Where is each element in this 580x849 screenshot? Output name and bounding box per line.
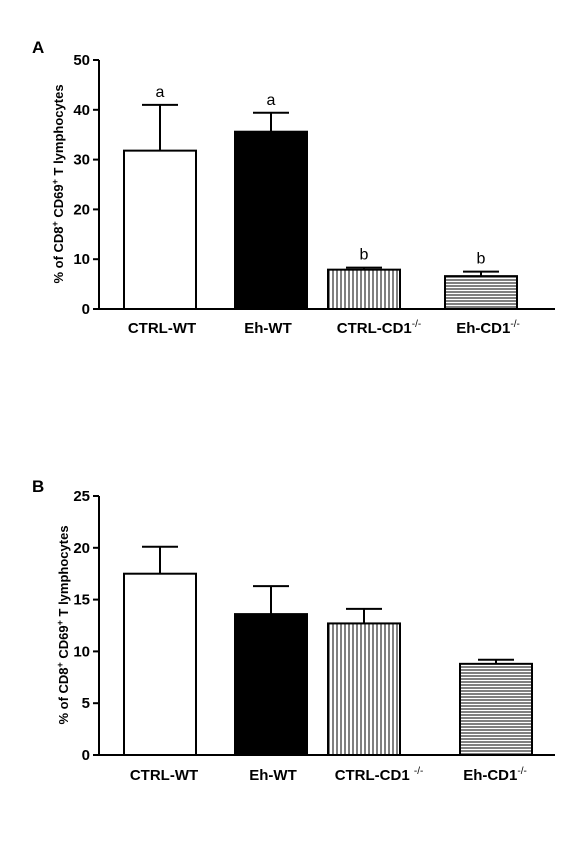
panel-a-bar-1 [234, 130, 308, 310]
panel-b-bar-3 [459, 662, 533, 756]
panel-b-bar-1 [234, 613, 308, 756]
panel-a-category-label: CTRL-WT [128, 320, 196, 337]
panel-a-category-label: Eh-WT [244, 320, 291, 337]
panel-a-significance-label: b [477, 251, 486, 268]
panel-a-y-tick-label: 30 [73, 152, 90, 169]
panel-a-significance-label: a [156, 84, 165, 101]
panel-a-category-label: CTRL-CD1-/- [337, 319, 421, 337]
panel-b-y-tick-label: 0 [82, 747, 90, 764]
panel-b-category-label: Eh-CD1-/- [463, 766, 527, 784]
panel-b-y-tick-label: 25 [73, 488, 90, 505]
panel-b-bar-0 [123, 572, 197, 757]
panel-a-bar-0 [123, 149, 197, 310]
panel-a-letter: A [32, 38, 44, 57]
panel-b-category-label: Eh-WT [249, 767, 296, 784]
panel-a-y-tick-label: 0 [82, 301, 90, 318]
panel-a-y-tick-label: 20 [73, 201, 90, 218]
panel-b-y-tick-label: 10 [73, 643, 90, 660]
panel-a-significance-label: b [360, 247, 369, 264]
panel-b-y-tick-label: 15 [73, 592, 90, 609]
panel-a-chart: A 0 10 20 30 40 50 % of CD8+ CD69+ T lymphocyte… [32, 38, 555, 337]
panel-a-y-axis-label: % of CD8+ CD69+ T lymphocytes [50, 84, 66, 283]
panel-b-y-axis-label: % of CD8+ CD69+ T lymphocytes [55, 525, 71, 724]
panel-a-y-tick-label: 50 [73, 52, 90, 69]
panel-b-chart: B 0 5 10 15 20 25 % of CD8+ CD69+ T lymphocytes… [32, 477, 555, 784]
panel-b-y-tick-label: 5 [82, 695, 90, 712]
panel-a-bar-2 [327, 268, 401, 310]
panel-a-bar-3 [444, 275, 518, 310]
panel-b-bar-2 [327, 622, 401, 756]
panel-b-category-label: CTRL-CD1 -/- [335, 766, 424, 784]
panel-b-y-tick-label: 20 [73, 540, 90, 557]
panel-b-letter: B [32, 477, 44, 496]
panel-b-category-label: CTRL-WT [130, 767, 198, 784]
panel-a-significance-label: a [267, 92, 276, 109]
panel-a-y-tick-label: 10 [73, 251, 90, 268]
panel-a-category-label: Eh-CD1-/- [456, 319, 520, 337]
panel-a-y-tick-label: 40 [73, 102, 90, 119]
